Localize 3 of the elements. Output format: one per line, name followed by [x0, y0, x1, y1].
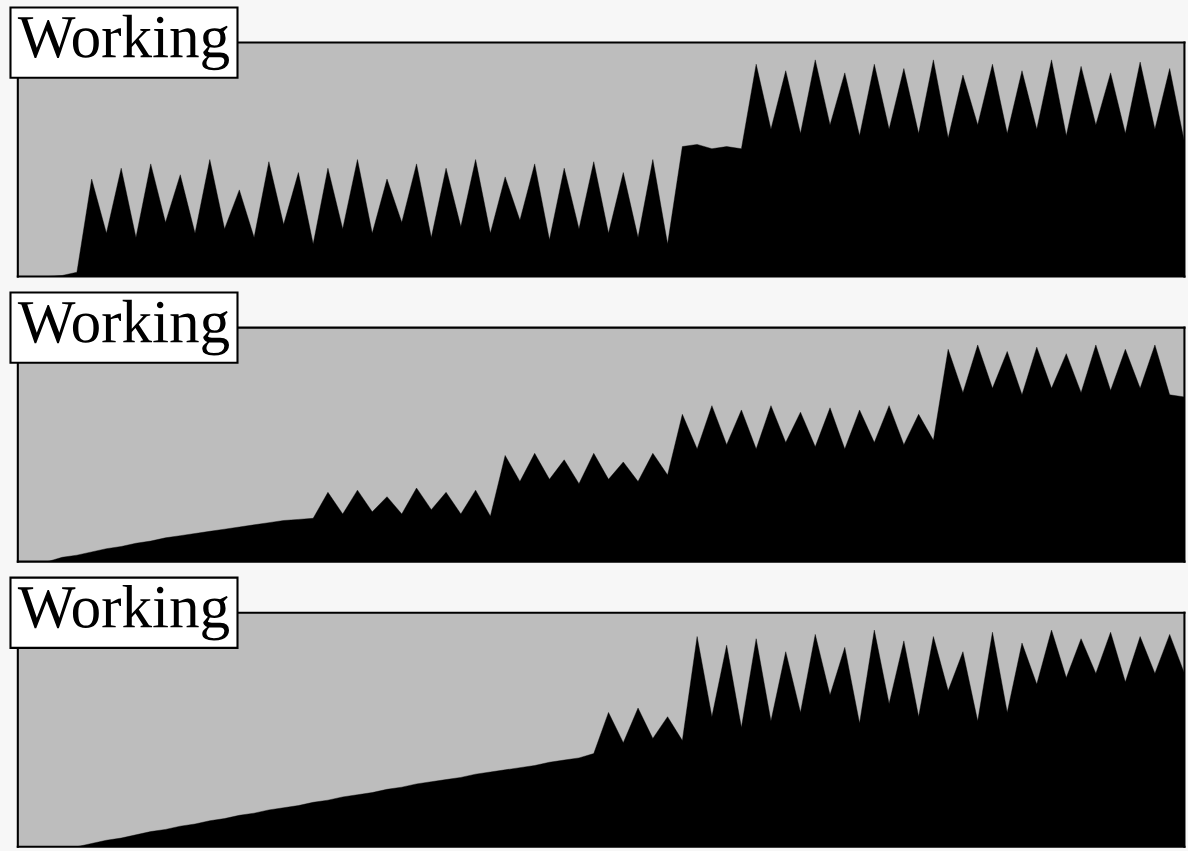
chart-title: Working — [17, 14, 229, 71]
chart-title: Working — [17, 584, 229, 641]
chart-title: Working — [17, 299, 229, 356]
